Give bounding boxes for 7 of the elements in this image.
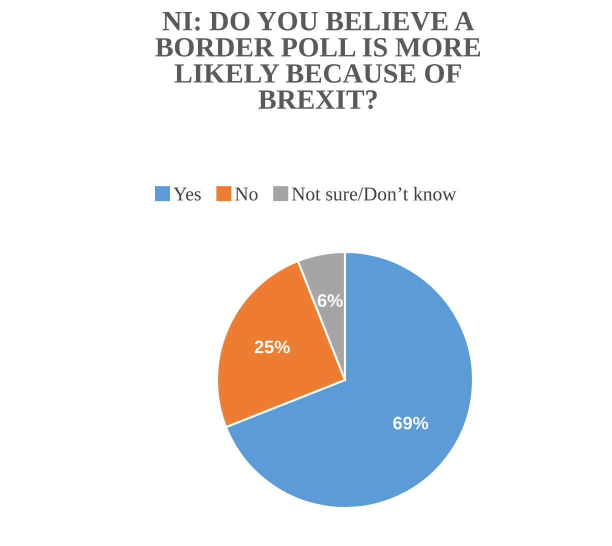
- legend-label: Not sure/Don’t know: [292, 186, 456, 201]
- data-label: 25%: [254, 340, 290, 354]
- chart-title: NI: DO YOU BELIEVE A BORDER POLL IS MORE LIKELY BECAUSE OF BREXIT?: [155, 12, 480, 110]
- data-label: 69%: [393, 416, 428, 430]
- legend-label: Yes: [173, 188, 201, 201]
- data-label: 6%: [318, 294, 343, 307]
- legend-label: No: [235, 188, 258, 201]
